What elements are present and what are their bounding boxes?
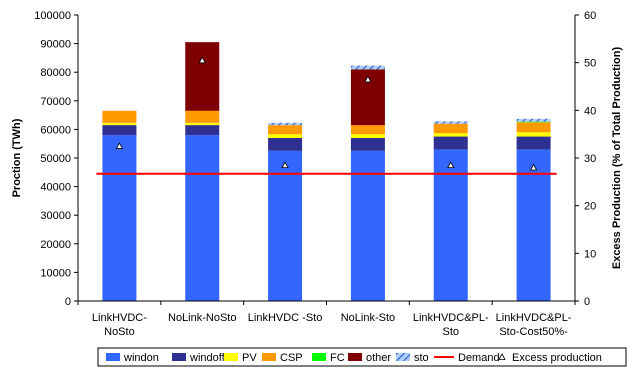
y-axis-title: Proction (TWh) (11, 118, 23, 197)
y2-tick-label-3: 30 (584, 153, 596, 165)
x-tick-label-2-0: LinkHVDC -Sto (248, 312, 323, 324)
legend-swatch-PV (224, 353, 238, 361)
legend-swatch-FC (312, 353, 326, 361)
excess-marker-0 (115, 142, 124, 149)
legend-label-PV: PV (242, 352, 257, 364)
bar-CSP-4 (433, 123, 468, 134)
y-tick-label-9: 90000 (40, 39, 71, 51)
bar-CSP-2 (268, 125, 303, 135)
legend-swatch-other (348, 353, 362, 361)
legend-label-windoff: windoff (189, 352, 226, 364)
y2-tick-label-0: 0 (584, 296, 590, 308)
bar-PV-5 (516, 132, 551, 137)
y-tick-label-8: 80000 (40, 67, 71, 79)
bar-windoff-3 (350, 137, 385, 151)
legend-swatch-excess (498, 353, 506, 360)
y-tick-label-3: 30000 (40, 210, 71, 222)
x-tick-label-4-1: Sto (442, 326, 459, 338)
bars-layer (102, 42, 551, 301)
bar-CSP-3 (350, 125, 385, 135)
y2-tick-label-5: 50 (584, 58, 596, 70)
x-tick-label-5-1: Sto-Cost50%- (499, 326, 568, 338)
bar-PV-1 (185, 122, 220, 126)
axes-layer: 0 10000 20000 30000 40000 50000 60000 70000 8000… (34, 10, 596, 338)
x-tick-label-0-1: NoSto (104, 326, 135, 338)
bar-windoff-0 (102, 125, 137, 136)
y2-tick-label-4: 40 (584, 105, 596, 117)
x-tick-label-3-0: NoLink-Sto (341, 312, 395, 324)
y2-tick-label-6: 60 (584, 10, 596, 22)
bar-CSP-5 (516, 122, 551, 133)
y-tick-label-2: 20000 (40, 239, 71, 251)
bar-other-1 (185, 42, 220, 111)
lines-layer (96, 56, 557, 175)
excess-marker-2 (281, 161, 289, 169)
bar-CSP-0 (102, 110, 137, 123)
legend-swatch-sto (396, 353, 410, 361)
bar-PV-0 (102, 122, 137, 126)
bar-PV-4 (433, 133, 468, 137)
bar-windoff-4 (433, 136, 468, 150)
x-tick-label-5-0: LinkHVDC&PL- (496, 312, 572, 324)
bar-windoff-1 (185, 125, 220, 136)
bar-windon-0 (102, 135, 137, 301)
legend-label-sto: sto (414, 352, 429, 364)
legend: windon windoff PV CSP FC other sto Demand Excess… (97, 347, 627, 367)
legend-label-windon: windon (123, 352, 159, 364)
y-tick-label-4: 40000 (40, 182, 71, 194)
y-tick-label-5: 50000 (40, 153, 71, 165)
bar-sto-2 (268, 122, 303, 126)
bar-FC-5 (516, 121, 551, 123)
bar-sto-3 (350, 65, 385, 70)
bar-windon-2 (268, 150, 303, 301)
x-tick-label-1-0: NoLink-NoSto (168, 312, 236, 324)
excess-marker-4 (447, 161, 455, 169)
y-tick-label-0: 0 (65, 296, 71, 308)
bar-sto-4 (433, 121, 468, 124)
excess-marker-3 (364, 75, 372, 83)
bar-PV-2 (268, 134, 303, 138)
legend-label-other: other (366, 352, 391, 364)
y-tick-label-10: 100000 (34, 10, 71, 22)
excess-marker-1 (198, 56, 206, 64)
y2-tick-label-2: 20 (584, 201, 596, 213)
bar-windoff-5 (516, 136, 551, 150)
legend-label-FC: FC (330, 352, 345, 364)
bar-windon-1 (185, 135, 220, 301)
bar-CSP-1 (185, 110, 220, 123)
bar-PV-3 (350, 134, 385, 138)
legend-label-CSP: CSP (280, 352, 303, 364)
bar-windoff-2 (268, 137, 303, 151)
y-tick-label-1: 10000 (40, 267, 71, 279)
bar-sto-5 (516, 118, 551, 122)
legend-swatch-windon (106, 353, 120, 361)
legend-label-demand: Demand (458, 352, 500, 364)
y2-tick-label-1: 10 (584, 248, 596, 260)
x-tick-label-4-0: LinkHVDC&PL- (413, 312, 489, 324)
legend-swatch-windoff (172, 353, 186, 361)
y2-axis-title: Excess Production (% of Total Production… (611, 47, 623, 270)
bar-windon-3 (350, 150, 385, 301)
bar-windon-5 (516, 149, 551, 301)
x-tick-label-0-0: LinkHVDC- (92, 312, 147, 324)
y-tick-label-6: 60000 (40, 124, 71, 136)
y-tick-label-7: 70000 (40, 96, 71, 108)
legend-label-excess: Excess production (512, 352, 602, 364)
legend-swatch-CSP (262, 353, 276, 361)
excess-marker-5 (529, 163, 538, 171)
bar-windon-4 (433, 149, 468, 301)
